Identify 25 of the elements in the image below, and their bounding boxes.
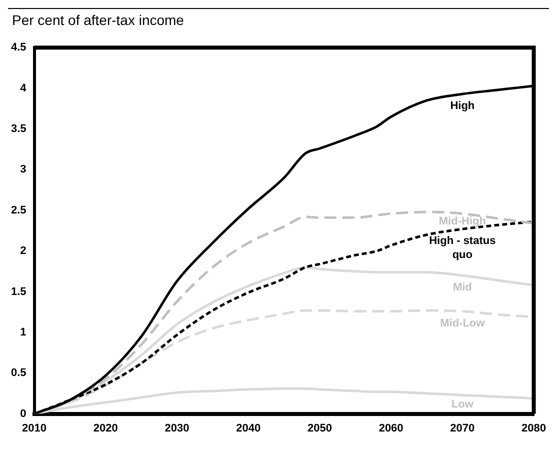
- series-label: Mid-Low: [440, 317, 486, 330]
- x-tick-label: 2050: [307, 422, 332, 434]
- y-tick-label: 0: [20, 408, 26, 420]
- y-tick-label: 2: [20, 245, 26, 258]
- x-tick-label: 2070: [450, 422, 475, 434]
- x-tick-label: 2080: [522, 422, 546, 434]
- y-tick-label: 0.5: [10, 367, 26, 380]
- series-label: High: [450, 100, 475, 112]
- series-label: Mid: [452, 281, 472, 294]
- y-tick-label: 3: [20, 164, 26, 176]
- y-tick-label: 4.5: [10, 42, 26, 54]
- y-tick-label: 1.5: [10, 286, 26, 298]
- x-tick-label: 2030: [164, 422, 190, 434]
- chart-title: Per cent of after-tax income: [11, 11, 185, 30]
- y-tick-label: 3.5: [10, 123, 26, 136]
- y-tick-label: 1: [20, 326, 26, 338]
- x-tick-label: 2010: [22, 422, 47, 434]
- series-label: Mid-High: [438, 215, 486, 228]
- x-tick-label: 2040: [236, 422, 261, 434]
- y-tick-label: 4: [20, 82, 28, 94]
- x-tick-label: 2060: [378, 422, 404, 434]
- series-label: High - status quo: [429, 235, 496, 262]
- series-label: Low: [451, 398, 474, 410]
- x-tick-label: 2020: [93, 422, 118, 434]
- y-tick-label: 2.5: [10, 204, 26, 216]
